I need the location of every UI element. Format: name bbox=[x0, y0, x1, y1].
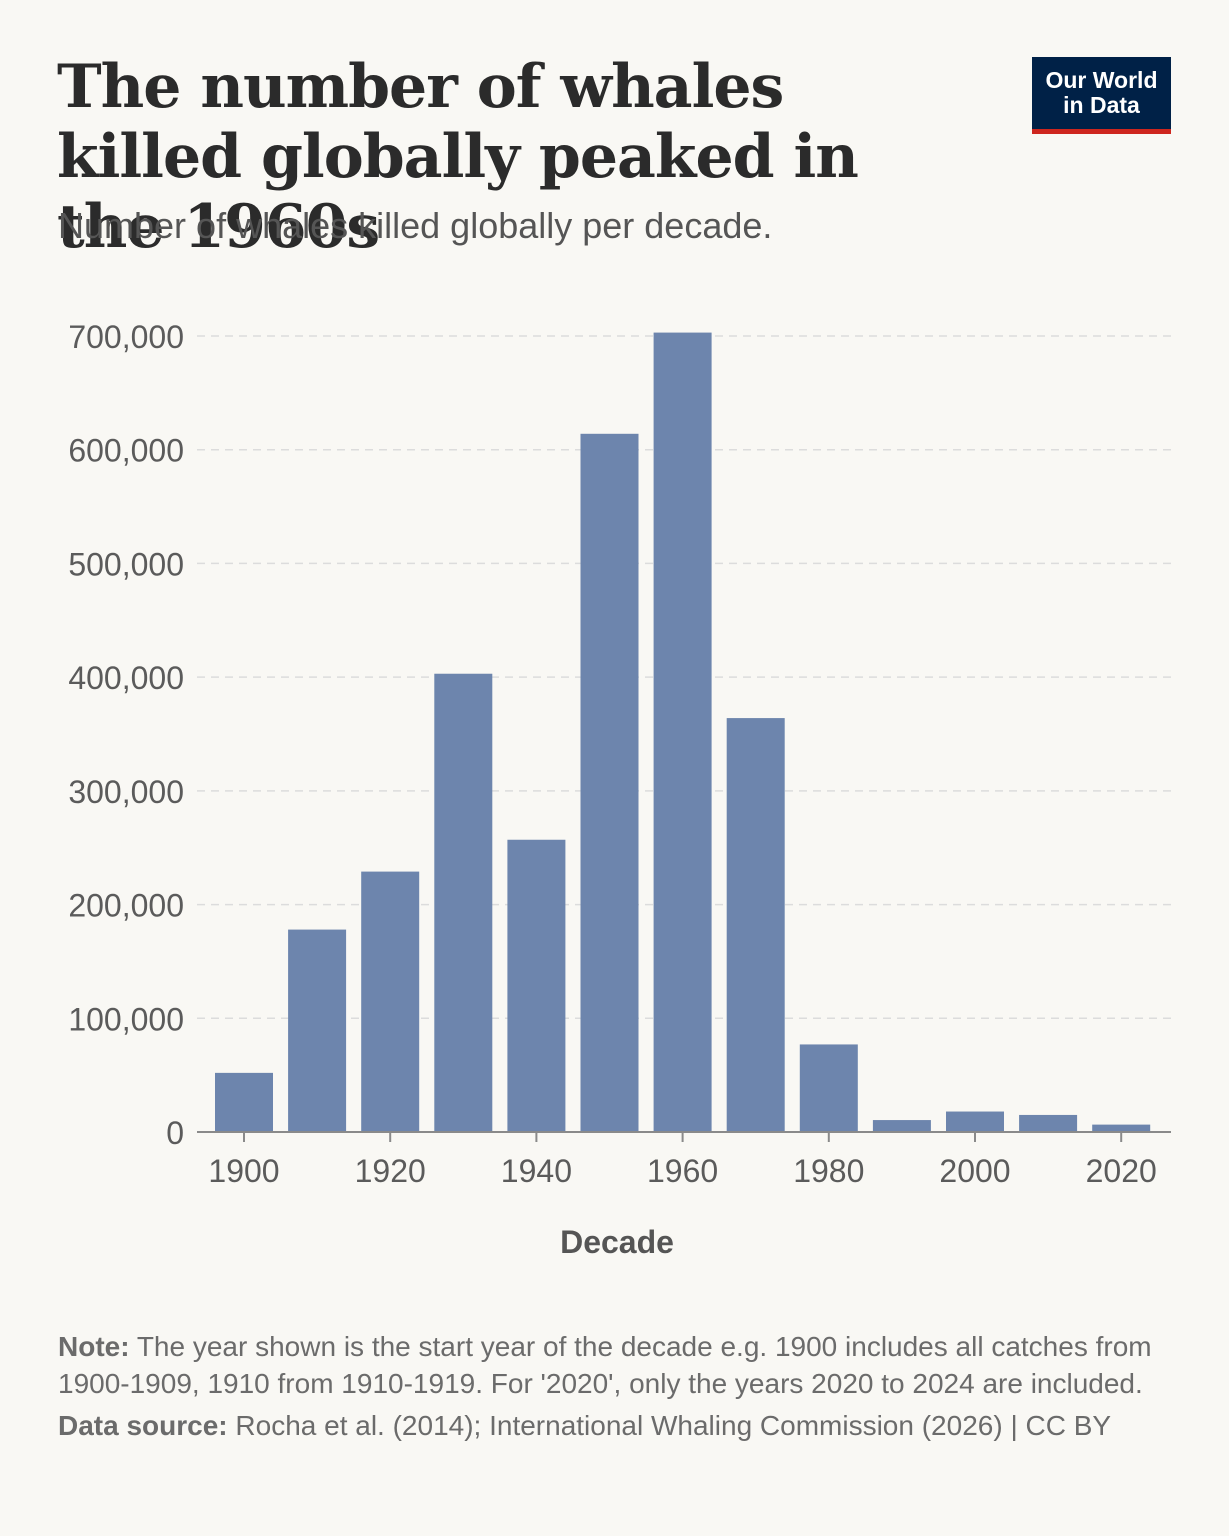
chart-subtitle: Number of whales killed globally per dec… bbox=[58, 205, 773, 246]
bar-1950[interactable] bbox=[580, 433, 639, 1132]
bar-2000[interactable] bbox=[946, 1111, 1004, 1132]
bar-1910[interactable] bbox=[288, 929, 347, 1132]
data-source: Data source: Rocha et al. (2014); Intern… bbox=[58, 1407, 1178, 1444]
note-text: The year shown is the start year of the … bbox=[58, 1331, 1152, 1399]
x-tick-label: 1960 bbox=[647, 1153, 718, 1189]
bar-1960[interactable] bbox=[653, 332, 712, 1132]
x-tick-label: 1920 bbox=[355, 1153, 426, 1189]
bar-1920[interactable] bbox=[361, 871, 420, 1132]
bar-2020[interactable] bbox=[1092, 1124, 1151, 1132]
x-axis-label: Decade bbox=[560, 1224, 674, 1260]
y-tick-label: 100,000 bbox=[68, 1001, 184, 1037]
bar-1900[interactable] bbox=[215, 1072, 273, 1132]
bars bbox=[215, 332, 1151, 1132]
bar-1990[interactable] bbox=[872, 1120, 931, 1132]
footer: Note: The year shown is the start year o… bbox=[58, 1328, 1178, 1444]
y-tick-label: 0 bbox=[166, 1115, 184, 1151]
x-tick-label: 1980 bbox=[793, 1153, 864, 1189]
owid-logo[interactable]: Our World in Data bbox=[1032, 57, 1171, 134]
y-axis-ticks: 0 100,000 200,000 300,000 400,000 500,000 600,… bbox=[68, 319, 184, 1151]
logo-line-2: in Data bbox=[1063, 92, 1140, 118]
y-tick-label: 500,000 bbox=[68, 546, 184, 582]
x-tick-label: 1940 bbox=[501, 1153, 572, 1189]
bar-2010[interactable] bbox=[1019, 1114, 1078, 1132]
y-tick-label: 700,000 bbox=[68, 319, 184, 355]
x-tick-label: 2000 bbox=[939, 1153, 1010, 1189]
chart-title: The number of whales killed globally pea… bbox=[57, 52, 859, 262]
note: Note: The year shown is the start year o… bbox=[58, 1328, 1178, 1402]
x-axis-ticks: 1900 1920 1940 1960 1980 2000 2020 bbox=[208, 1132, 1157, 1189]
y-tick-label: 600,000 bbox=[68, 433, 184, 469]
source-text: Rocha et al. (2014); International Whali… bbox=[227, 1410, 1112, 1441]
bar-1970[interactable] bbox=[726, 718, 785, 1132]
x-tick-label: 1900 bbox=[208, 1153, 279, 1189]
x-tick-label: 2020 bbox=[1086, 1153, 1157, 1189]
y-tick-label: 300,000 bbox=[68, 774, 184, 810]
y-tick-label: 400,000 bbox=[68, 660, 184, 696]
y-tick-label: 200,000 bbox=[68, 888, 184, 924]
logo-line-1: Our World bbox=[1045, 67, 1158, 93]
bar-chart: 0 100,000 200,000 300,000 400,000 500,000 600,… bbox=[68, 319, 1171, 1260]
source-label: Data source: bbox=[58, 1410, 228, 1441]
bar-1980[interactable] bbox=[799, 1044, 858, 1132]
bar-1930[interactable] bbox=[434, 673, 493, 1132]
bar-1940[interactable] bbox=[507, 839, 566, 1132]
note-label: Note: bbox=[58, 1331, 130, 1362]
